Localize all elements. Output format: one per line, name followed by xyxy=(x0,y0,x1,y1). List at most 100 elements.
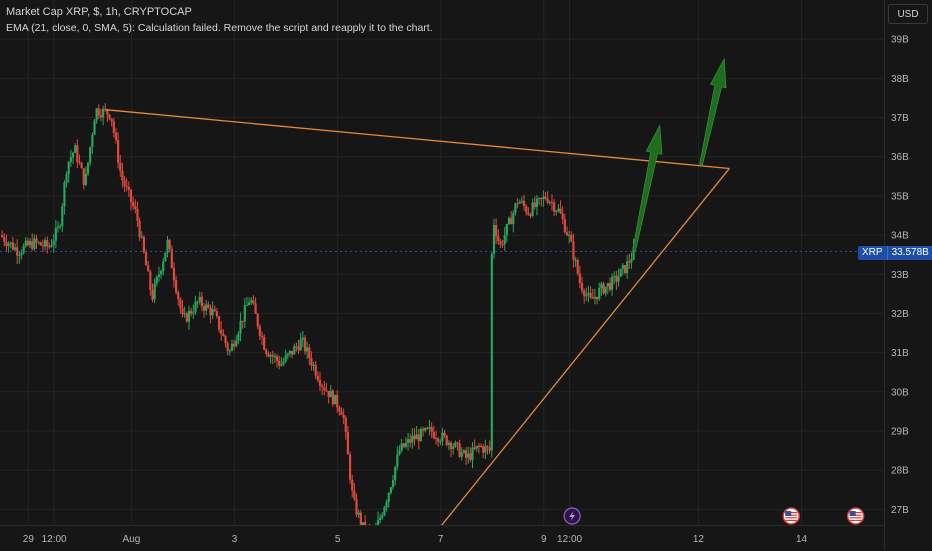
candle-body xyxy=(76,145,79,163)
candle xyxy=(387,492,390,508)
candle xyxy=(63,180,66,215)
candle xyxy=(492,218,496,259)
candle-body xyxy=(7,243,10,246)
us-flag-icon[interactable] xyxy=(846,507,865,525)
price-tick-label: 34B xyxy=(891,231,909,242)
candle xyxy=(546,191,549,205)
candle xyxy=(359,509,362,525)
candle xyxy=(282,357,285,367)
candle-body xyxy=(187,310,191,322)
candle xyxy=(630,252,633,269)
candle-body xyxy=(275,356,279,361)
candle-body xyxy=(482,446,485,453)
candle xyxy=(37,241,40,245)
candle-body xyxy=(228,350,231,352)
candle-body xyxy=(106,109,109,115)
candle xyxy=(615,270,618,291)
candle-body xyxy=(445,435,448,445)
price-axis[interactable]: 27B 28B 29B 30B 31B 32B 33B 34B 35B 36B 37B 38B 39B xyxy=(884,0,932,550)
candle-body xyxy=(589,292,592,298)
candle-body xyxy=(426,427,429,429)
candle-body xyxy=(175,280,178,293)
candle xyxy=(516,198,519,209)
last-price-symbol: XRP xyxy=(858,246,887,260)
candle xyxy=(108,113,111,121)
time-axis[interactable]: 29 12:00 Aug 3 5 7 9 12:00 12 14 xyxy=(0,525,884,551)
candle xyxy=(121,162,124,188)
candle xyxy=(82,168,85,190)
candle xyxy=(325,382,328,392)
candle xyxy=(284,349,287,364)
candle-body xyxy=(101,108,105,118)
flag-canton xyxy=(785,511,792,516)
candle xyxy=(525,204,528,216)
candle-body xyxy=(578,273,581,284)
candle-body xyxy=(166,239,169,253)
candle xyxy=(445,434,448,447)
candle xyxy=(563,213,566,234)
candle-body xyxy=(254,303,257,314)
candle xyxy=(222,329,225,337)
candle-body xyxy=(159,270,163,275)
candle xyxy=(484,439,487,459)
candle xyxy=(621,262,624,276)
us-flag-icon[interactable] xyxy=(782,507,800,525)
candle xyxy=(265,348,268,357)
candle xyxy=(578,266,581,289)
candle-body xyxy=(587,292,590,295)
candle xyxy=(406,432,410,451)
candle xyxy=(243,297,246,328)
candle-body xyxy=(123,180,126,187)
price-tick-label: 30B xyxy=(891,387,909,398)
grid-lines xyxy=(0,0,884,525)
candle-body xyxy=(537,198,541,200)
candle xyxy=(1,230,4,239)
candle xyxy=(329,385,332,398)
projection-arrow-2 xyxy=(699,57,727,166)
candle xyxy=(170,245,173,269)
candle-body xyxy=(402,443,405,447)
candle-body xyxy=(114,132,118,140)
candle xyxy=(471,442,474,469)
candle xyxy=(602,281,605,295)
candle-body xyxy=(499,241,502,245)
candle xyxy=(346,425,350,455)
currency-button[interactable]: USD xyxy=(888,4,928,24)
candle-body xyxy=(129,189,133,203)
candle-body xyxy=(89,147,92,163)
candle-body xyxy=(5,242,8,246)
candle-body xyxy=(284,355,287,362)
candle xyxy=(286,352,289,360)
candle-body xyxy=(241,320,244,322)
candle xyxy=(263,333,266,351)
candle-body xyxy=(185,313,188,322)
candle-body xyxy=(576,260,579,274)
candle-body xyxy=(11,242,14,250)
candle-body xyxy=(409,439,412,443)
candle xyxy=(33,234,36,251)
candle xyxy=(464,446,468,465)
candle-body xyxy=(220,329,223,334)
candle xyxy=(151,283,154,303)
candle xyxy=(321,383,324,396)
candle xyxy=(432,425,435,440)
candle xyxy=(469,447,472,463)
candle xyxy=(617,268,620,287)
candle-body xyxy=(316,375,319,381)
price-chart[interactable] xyxy=(0,0,884,525)
candle-body xyxy=(61,206,64,227)
candle xyxy=(316,371,319,383)
candle xyxy=(18,251,21,264)
candle-body xyxy=(149,271,152,291)
candle xyxy=(44,237,47,251)
chart-area[interactable]: Market Cap XRP, $, 1h, CRYPTOCAP EMA (21… xyxy=(0,0,884,525)
candle-body xyxy=(514,203,517,213)
candle-body xyxy=(456,442,459,444)
candle-body xyxy=(235,340,238,347)
candle xyxy=(303,335,307,355)
candle-body xyxy=(595,296,599,300)
candle xyxy=(437,436,440,447)
candle xyxy=(495,218,498,245)
candle-body xyxy=(22,245,25,253)
lightning-icon[interactable] xyxy=(563,507,581,525)
